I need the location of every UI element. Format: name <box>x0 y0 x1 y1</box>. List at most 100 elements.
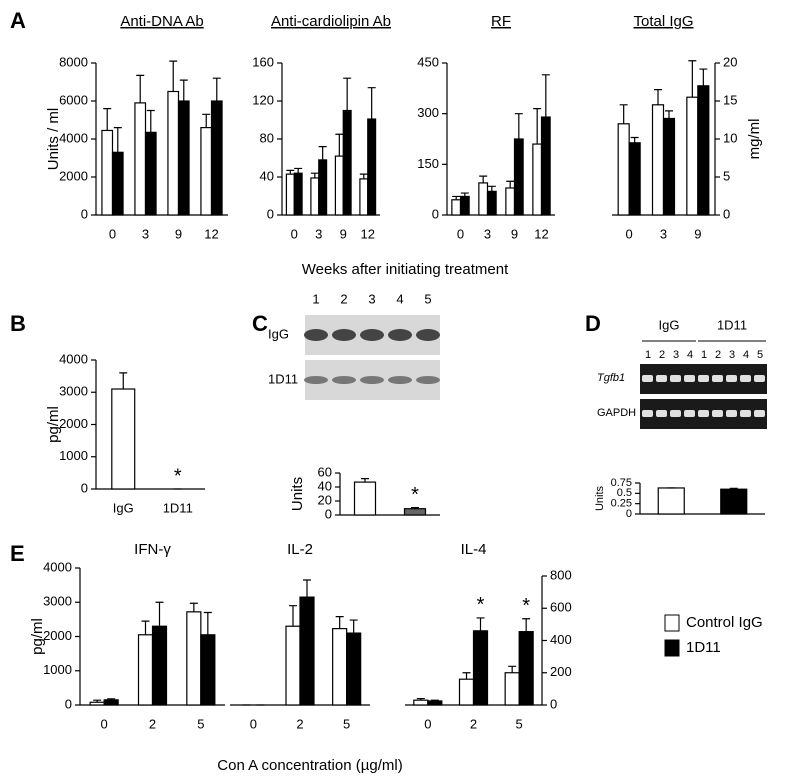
bar <box>111 151 124 216</box>
bar <box>367 118 377 216</box>
y-tick-label: 120 <box>252 92 274 107</box>
y-tick-label: 4000 <box>59 351 88 366</box>
legend-swatch <box>664 639 680 657</box>
x-tick-label: 3 <box>660 226 667 241</box>
bar <box>518 631 534 706</box>
y-tick-label: 400 <box>550 632 572 647</box>
bar <box>540 116 551 216</box>
y-tick-label: 20 <box>723 54 737 69</box>
y-tick-label: 0 <box>432 206 439 221</box>
bar <box>486 190 497 216</box>
x-tick-label: 9 <box>511 226 518 241</box>
x-tick-label: 5 <box>197 716 204 731</box>
bar <box>504 672 520 706</box>
y-tick-label: 200 <box>550 664 572 679</box>
legend-swatch <box>664 614 680 632</box>
error-bar <box>430 699 439 701</box>
gel-band <box>656 410 667 417</box>
bar <box>617 123 630 216</box>
bar <box>657 487 685 515</box>
x-tick-label: 2 <box>149 716 156 731</box>
gel-band <box>656 375 667 382</box>
gel-band <box>754 375 765 382</box>
y-tick-label: 300 <box>417 105 439 120</box>
error-bar <box>93 699 102 703</box>
blot-band <box>388 329 412 341</box>
y-tick-label: 5 <box>723 168 730 183</box>
bar <box>167 90 180 216</box>
lane-label: 4 <box>396 291 403 306</box>
gel-band <box>712 410 723 417</box>
x-tick-label: 0 <box>626 226 633 241</box>
y-tick-label: 0 <box>325 506 332 521</box>
error-bar <box>688 60 697 98</box>
blot-band <box>388 376 412 384</box>
y-tick-label: 0 <box>81 206 88 221</box>
error-bar <box>169 60 178 92</box>
panel-label: C <box>252 311 268 336</box>
lane-label: 2 <box>715 349 721 361</box>
error-bar <box>664 110 673 119</box>
bar <box>532 143 543 216</box>
error-bar <box>508 665 517 673</box>
bar <box>332 628 348 706</box>
error-bar <box>107 698 116 700</box>
bar <box>334 155 344 216</box>
blot-band <box>360 376 384 384</box>
bar <box>359 178 369 216</box>
error-bar <box>303 579 311 598</box>
bar <box>111 388 136 490</box>
x-tick-label: 9 <box>340 226 347 241</box>
y-tick-label: 60 <box>318 464 332 479</box>
error-bar <box>349 619 358 634</box>
lane-label: 3 <box>673 349 679 361</box>
bar <box>285 173 295 216</box>
x-tick-label: 3 <box>315 226 322 241</box>
error-bar <box>361 478 369 483</box>
y-axis-label: mg/ml <box>746 119 763 160</box>
lane-label: 4 <box>687 349 693 361</box>
error-bar <box>619 104 628 124</box>
bar <box>720 488 748 515</box>
significance-marker: * <box>522 595 530 617</box>
blot-band <box>304 329 328 341</box>
y-axis-label: Units <box>289 477 306 511</box>
row-label: IgG <box>268 326 289 341</box>
x-tick-label: 0 <box>109 226 116 241</box>
bar <box>200 126 213 216</box>
legend-label: Control IgG <box>686 614 763 631</box>
error-bar <box>411 507 419 509</box>
legend-label: 1D11 <box>686 639 721 656</box>
gel-band <box>642 375 653 382</box>
x-tick-label: 2 <box>296 716 303 731</box>
bar <box>403 508 427 516</box>
bar <box>478 182 489 216</box>
error-bar <box>654 89 663 105</box>
group-label: 1D11 <box>717 317 747 332</box>
x-tick-label: 12 <box>534 226 548 241</box>
x-tick-label: 2 <box>470 716 477 731</box>
gel-band <box>740 410 751 417</box>
error-bar <box>541 74 550 118</box>
error-bar <box>359 173 368 179</box>
y-tick-label: 0.75 <box>611 477 632 489</box>
y-tick-label: 8000 <box>59 54 88 69</box>
panel-label: E <box>10 541 25 566</box>
y-tick-label: 2000 <box>59 168 88 183</box>
x-axis-label: Weeks after initiating treatment <box>302 261 509 278</box>
y-tick-label: 150 <box>417 156 439 171</box>
bar <box>210 100 223 216</box>
row-label: Tgfb1 <box>597 372 625 384</box>
bar <box>651 104 665 216</box>
x-tick-label: IgG <box>113 500 134 515</box>
bar <box>89 701 105 706</box>
y-tick-label: 3000 <box>43 594 72 609</box>
bar <box>103 699 119 706</box>
chart-title: Anti-DNA Ab <box>120 13 203 30</box>
error-bar <box>522 618 531 632</box>
y-tick-label: 160 <box>252 54 274 69</box>
bar <box>346 632 362 706</box>
gel-band <box>726 410 737 417</box>
error-bar <box>533 108 542 145</box>
